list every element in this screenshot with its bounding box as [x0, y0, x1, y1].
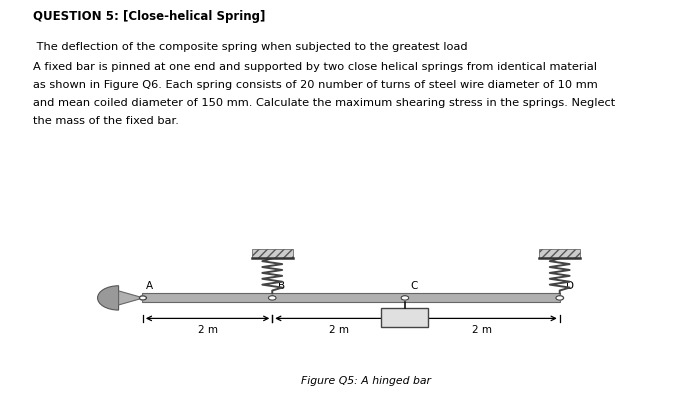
Text: 2 m: 2 m — [198, 326, 218, 336]
Circle shape — [268, 296, 276, 300]
Text: B: B — [278, 281, 285, 291]
Text: the mass of the fixed bar.: the mass of the fixed bar. — [33, 116, 179, 126]
Bar — [539, 249, 580, 258]
Bar — [252, 249, 293, 258]
Text: 2 m: 2 m — [473, 326, 492, 336]
Text: The deflection of the composite spring when subjected to the greatest load: The deflection of the composite spring w… — [33, 42, 468, 52]
Circle shape — [401, 296, 409, 300]
Text: QUESTION 5: [Close-helical Spring]: QUESTION 5: [Close-helical Spring] — [33, 10, 265, 23]
Text: as shown in Figure Q6. Each spring consists of 20 number of turns of steel wire : as shown in Figure Q6. Each spring consi… — [33, 80, 598, 90]
Circle shape — [140, 296, 146, 300]
Text: 2 m: 2 m — [329, 326, 348, 336]
Text: C: C — [410, 281, 418, 291]
Circle shape — [556, 296, 564, 300]
Text: A fixed bar is pinned at one end and supported by two close helical springs from: A fixed bar is pinned at one end and sup… — [33, 62, 597, 72]
Wedge shape — [97, 286, 119, 310]
Text: 10 kg: 10 kg — [388, 313, 422, 323]
Bar — [142, 294, 560, 302]
Text: D: D — [567, 281, 574, 291]
Polygon shape — [119, 291, 144, 305]
Text: Figure Q5: A hinged bar: Figure Q5: A hinged bar — [301, 376, 431, 386]
Text: A: A — [146, 281, 153, 291]
Text: and mean coiled diameter of 150 mm. Calculate the maximum shearing stress in the: and mean coiled diameter of 150 mm. Calc… — [33, 98, 616, 108]
Bar — [381, 308, 428, 327]
